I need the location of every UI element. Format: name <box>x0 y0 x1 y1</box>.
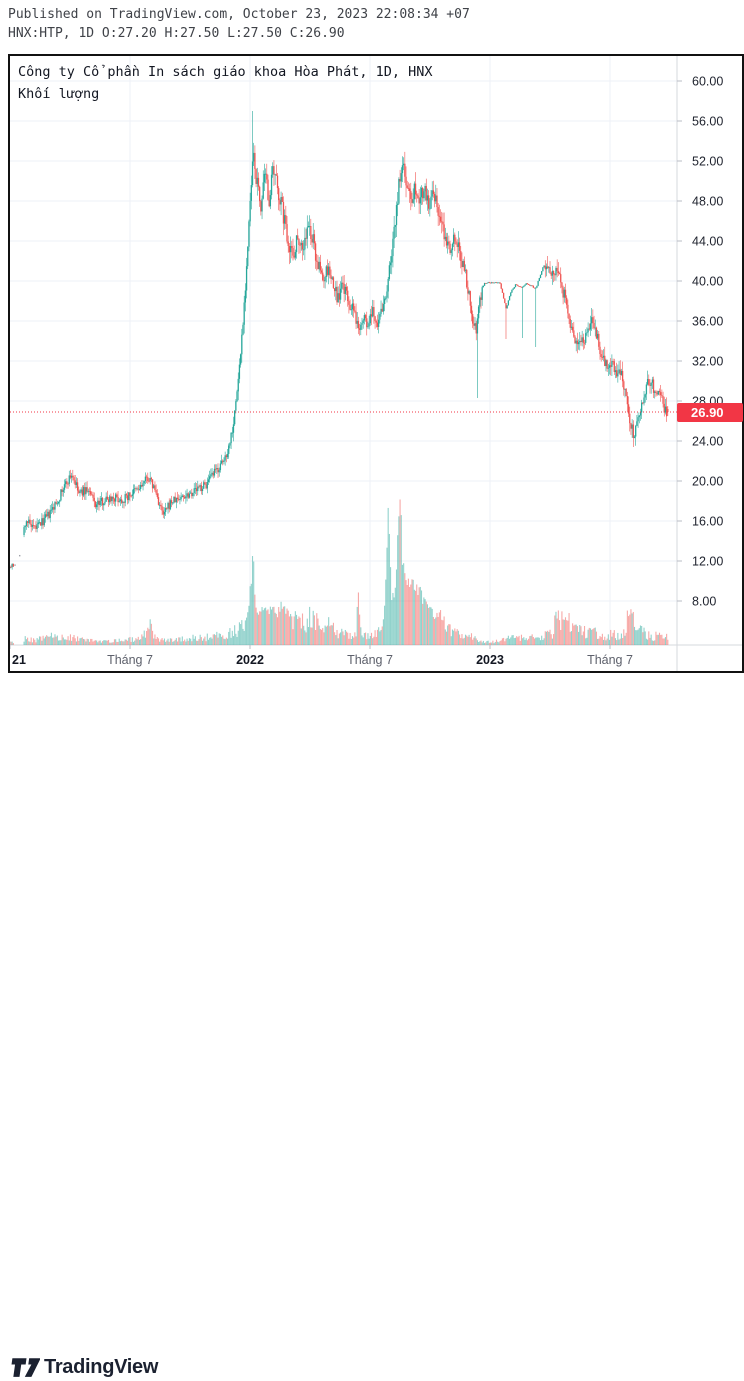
gridlines <box>10 56 677 645</box>
price-axis-label: 8.00 <box>692 595 716 609</box>
time-axis-label: 21 <box>12 653 26 667</box>
last-price-badge: 26.90 <box>677 403 743 422</box>
time-axis-label: Tháng 7 <box>587 653 633 667</box>
price-axis-label: 48.00 <box>692 195 723 209</box>
price-axis-label: 20.00 <box>692 475 723 489</box>
price-axis-label: 40.00 <box>692 275 723 289</box>
volume-study-label: Khối lượng <box>18 86 99 102</box>
price-axis-label: 24.00 <box>692 435 723 449</box>
time-axis-label: 2022 <box>236 653 264 667</box>
price-axis-label: 32.00 <box>692 355 723 369</box>
price-axis-label: 36.00 <box>692 315 723 329</box>
time-axis-label: 2023 <box>476 653 504 667</box>
time-axis-label: Tháng 7 <box>347 653 393 667</box>
price-axis-label: 44.00 <box>692 235 723 249</box>
price-axis-label: 52.00 <box>692 155 723 169</box>
price-axis-label: 60.00 <box>692 75 723 89</box>
symbol-ohlc-line: HNX:HTP, 1D O:27.20 H:27.50 L:27.50 C:26… <box>8 26 345 41</box>
price-axis-label: 12.00 <box>692 555 723 569</box>
chart-title: Công ty Cổ phần In sách giáo khoa Hòa Ph… <box>18 64 433 80</box>
price-axis-label: 56.00 <box>692 115 723 129</box>
time-axis-label: Tháng 7 <box>107 653 153 667</box>
price-axis-label: 16.00 <box>692 515 723 529</box>
footer: TradingView <box>0 673 744 716</box>
candles-group <box>10 111 668 573</box>
tradingview-wordmark: TradingView <box>44 1356 158 1379</box>
candlestick-chart: 8.0012.0016.0020.0024.0028.0032.0036.004… <box>10 56 742 671</box>
published-header-line: Published on TradingView.com, October 23… <box>8 7 470 22</box>
tradingview-logo-icon <box>10 1355 40 1381</box>
